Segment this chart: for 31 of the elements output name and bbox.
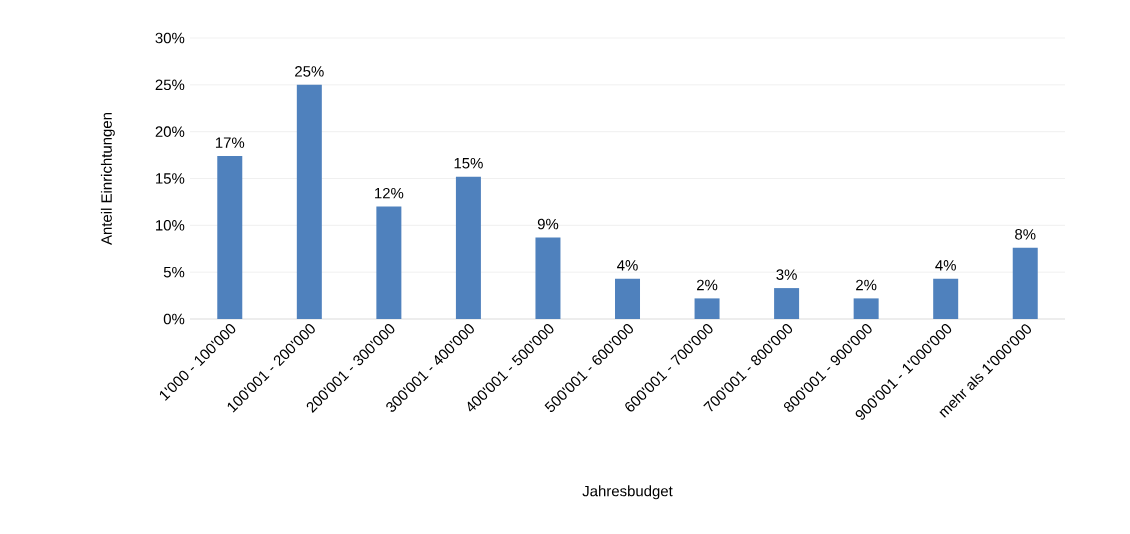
bar xyxy=(217,156,243,319)
y-axis-title: Anteil Einrichtungen xyxy=(100,113,115,245)
data-label: 8% xyxy=(1015,229,1036,240)
data-label: 4% xyxy=(617,260,638,271)
data-label: 12% xyxy=(375,187,404,199)
bar xyxy=(296,84,322,319)
x-axis-title: Jahresbudget xyxy=(582,485,673,500)
bar xyxy=(1012,247,1038,319)
y-tick-label: 30% xyxy=(155,32,185,44)
bar xyxy=(455,176,481,319)
y-tick-label: 25% xyxy=(155,79,185,91)
bar xyxy=(615,278,641,319)
data-label: 2% xyxy=(697,279,718,291)
data-label: 9% xyxy=(537,218,559,230)
data-label: 4% xyxy=(935,260,956,271)
bar xyxy=(853,298,879,319)
y-tick-label: 15% xyxy=(156,173,185,184)
data-label: 3% xyxy=(776,269,797,280)
y-tick-label: 0% xyxy=(163,313,185,325)
y-tick-label: 10% xyxy=(156,220,185,231)
bar xyxy=(376,206,402,319)
y-tick-label: 20% xyxy=(155,126,185,137)
data-label: 17% xyxy=(215,137,245,148)
data-label: 2% xyxy=(856,279,877,291)
data-label: 25% xyxy=(295,66,324,77)
y-tick-label: 5% xyxy=(163,266,185,278)
bar xyxy=(535,237,561,319)
bar xyxy=(694,298,720,319)
bar xyxy=(774,288,800,319)
data-label: 15% xyxy=(454,157,483,169)
bar xyxy=(933,278,959,319)
